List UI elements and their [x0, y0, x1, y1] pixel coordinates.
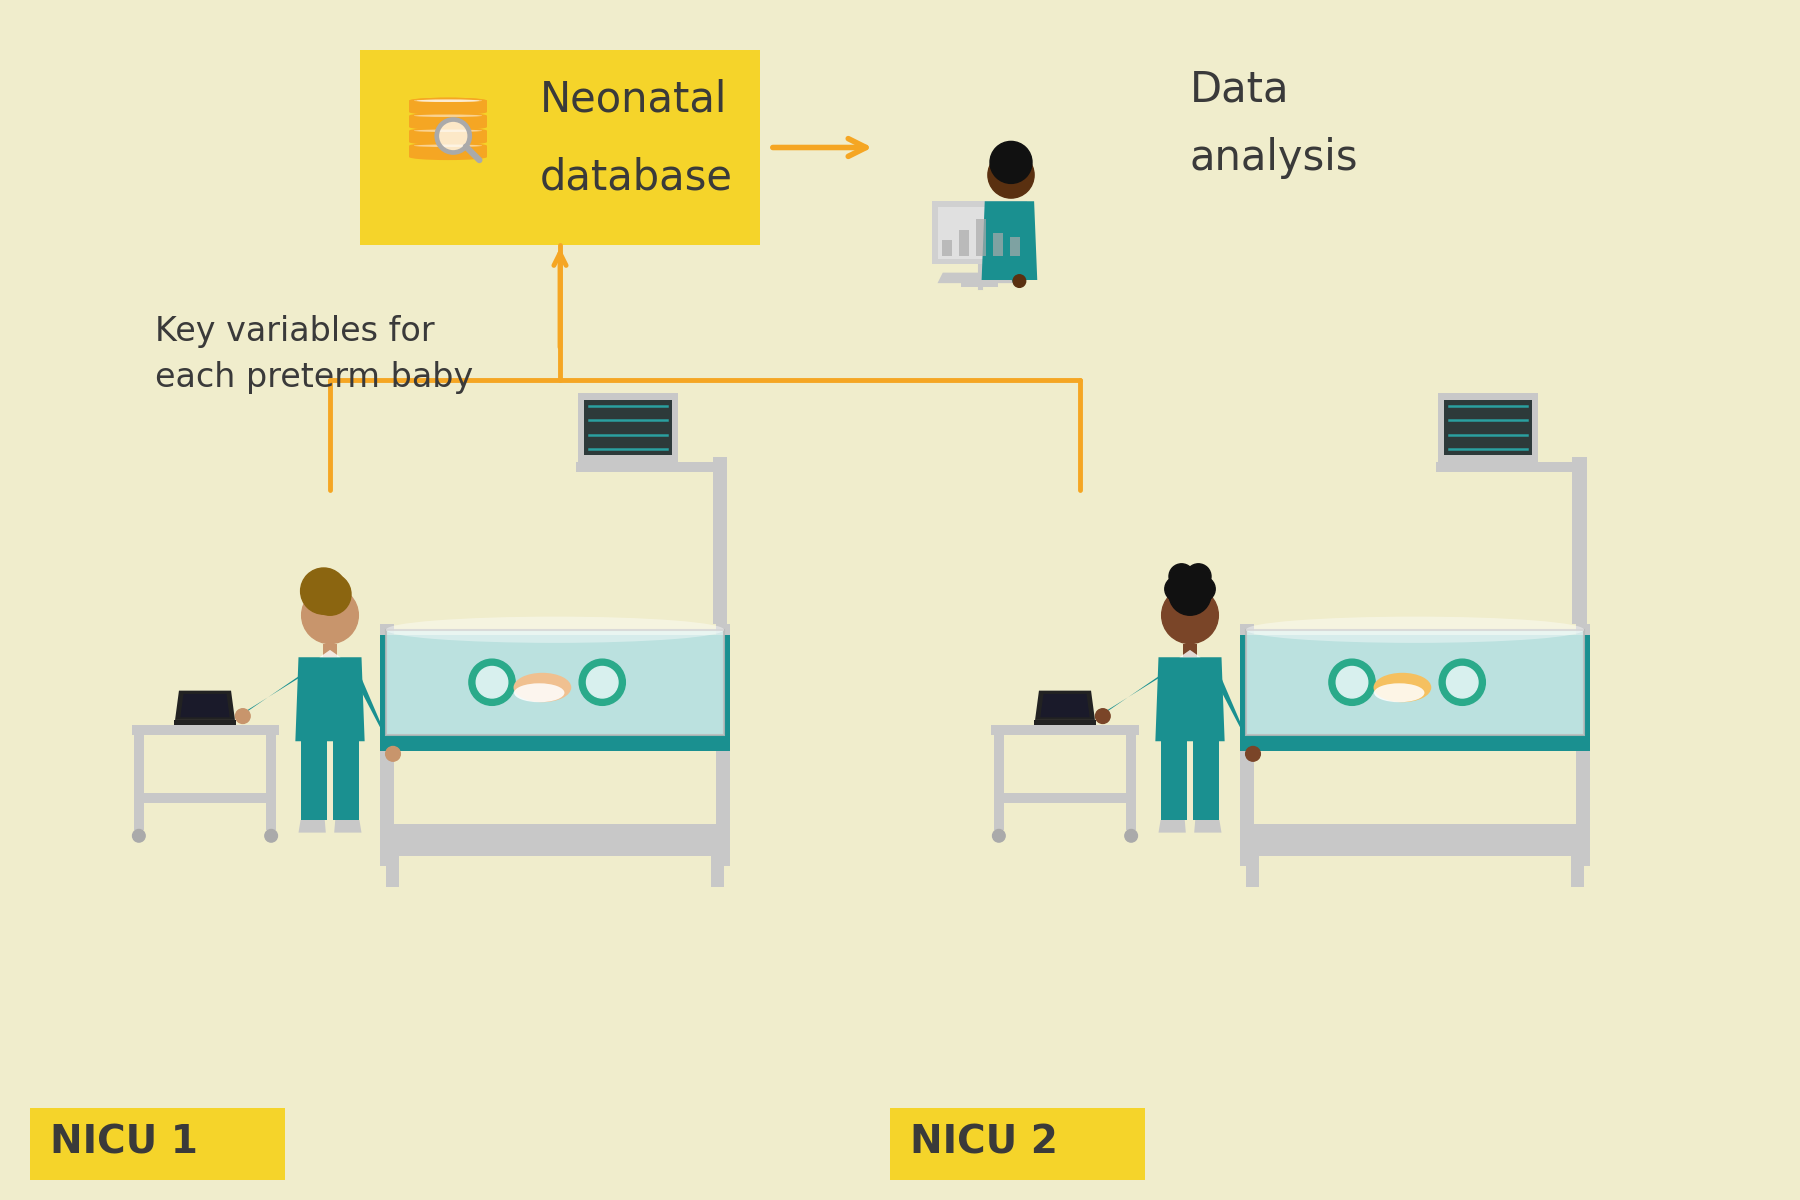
Polygon shape: [349, 667, 392, 751]
FancyBboxPatch shape: [938, 206, 1022, 259]
Polygon shape: [175, 691, 236, 720]
Ellipse shape: [414, 114, 482, 116]
Circle shape: [1447, 666, 1478, 698]
FancyBboxPatch shape: [994, 233, 1003, 256]
Ellipse shape: [414, 100, 482, 102]
Text: Data: Data: [1190, 68, 1289, 110]
Circle shape: [1168, 574, 1211, 616]
Ellipse shape: [409, 124, 488, 130]
Circle shape: [1168, 564, 1193, 589]
FancyBboxPatch shape: [392, 824, 718, 856]
Polygon shape: [335, 820, 362, 833]
Polygon shape: [409, 131, 488, 142]
Circle shape: [1165, 576, 1190, 601]
Ellipse shape: [409, 97, 488, 104]
Circle shape: [310, 574, 351, 616]
Polygon shape: [409, 145, 488, 157]
FancyBboxPatch shape: [1444, 400, 1532, 456]
Polygon shape: [1240, 624, 1255, 866]
Polygon shape: [1575, 624, 1591, 866]
FancyBboxPatch shape: [999, 793, 1130, 803]
Ellipse shape: [409, 139, 488, 145]
Polygon shape: [1159, 820, 1186, 833]
FancyBboxPatch shape: [140, 793, 270, 803]
Circle shape: [587, 666, 617, 698]
Circle shape: [1186, 564, 1211, 589]
Text: NICU 1: NICU 1: [50, 1124, 198, 1162]
Ellipse shape: [385, 617, 724, 643]
Polygon shape: [238, 667, 311, 716]
Circle shape: [477, 666, 508, 698]
Circle shape: [580, 659, 625, 706]
Text: analysis: analysis: [1190, 137, 1359, 179]
Circle shape: [265, 829, 277, 842]
Polygon shape: [1193, 742, 1219, 820]
Polygon shape: [1033, 720, 1096, 725]
FancyBboxPatch shape: [889, 1108, 1145, 1180]
Ellipse shape: [409, 113, 488, 119]
FancyBboxPatch shape: [360, 50, 760, 245]
Polygon shape: [301, 742, 328, 820]
Polygon shape: [985, 211, 1022, 286]
Circle shape: [1177, 571, 1202, 596]
Polygon shape: [1127, 734, 1136, 829]
FancyBboxPatch shape: [1436, 462, 1586, 473]
Polygon shape: [299, 820, 326, 833]
Circle shape: [1013, 275, 1026, 287]
Ellipse shape: [409, 154, 488, 160]
Circle shape: [1246, 746, 1260, 761]
FancyBboxPatch shape: [385, 630, 724, 734]
FancyBboxPatch shape: [961, 280, 999, 287]
FancyBboxPatch shape: [578, 394, 679, 462]
Circle shape: [1328, 659, 1375, 706]
FancyBboxPatch shape: [941, 240, 952, 256]
Polygon shape: [266, 734, 277, 829]
Ellipse shape: [513, 673, 571, 702]
Ellipse shape: [409, 143, 488, 149]
Polygon shape: [1183, 643, 1197, 658]
Ellipse shape: [1373, 673, 1431, 702]
Ellipse shape: [515, 683, 565, 702]
Polygon shape: [322, 643, 337, 658]
FancyBboxPatch shape: [713, 456, 727, 624]
Polygon shape: [711, 856, 724, 887]
Polygon shape: [994, 734, 1004, 829]
Polygon shape: [409, 115, 488, 127]
Ellipse shape: [414, 144, 482, 146]
FancyBboxPatch shape: [31, 1108, 284, 1180]
Ellipse shape: [1246, 617, 1584, 643]
Circle shape: [236, 709, 250, 724]
Circle shape: [1161, 587, 1219, 643]
Circle shape: [1440, 659, 1485, 706]
Circle shape: [992, 829, 1004, 842]
FancyBboxPatch shape: [1253, 824, 1579, 856]
Polygon shape: [409, 101, 488, 112]
Ellipse shape: [409, 97, 488, 104]
Polygon shape: [380, 624, 394, 866]
Circle shape: [385, 746, 400, 761]
FancyBboxPatch shape: [380, 635, 731, 750]
FancyBboxPatch shape: [1240, 635, 1591, 750]
FancyBboxPatch shape: [992, 725, 1138, 734]
Ellipse shape: [1373, 683, 1424, 702]
Polygon shape: [333, 742, 360, 820]
Polygon shape: [1156, 658, 1224, 742]
Circle shape: [133, 829, 146, 842]
FancyBboxPatch shape: [1573, 456, 1588, 624]
Polygon shape: [1246, 856, 1258, 887]
Circle shape: [988, 152, 1035, 198]
Polygon shape: [1098, 667, 1172, 716]
FancyBboxPatch shape: [1438, 394, 1537, 462]
FancyBboxPatch shape: [1246, 630, 1584, 734]
FancyBboxPatch shape: [932, 202, 1026, 264]
FancyBboxPatch shape: [131, 725, 279, 734]
Polygon shape: [295, 658, 365, 742]
Circle shape: [1190, 576, 1215, 601]
Circle shape: [1125, 829, 1138, 842]
Circle shape: [437, 120, 470, 152]
Text: Key variables for
each preterm baby: Key variables for each preterm baby: [155, 314, 473, 394]
FancyBboxPatch shape: [959, 229, 968, 256]
Ellipse shape: [418, 100, 479, 102]
Polygon shape: [981, 202, 1037, 280]
